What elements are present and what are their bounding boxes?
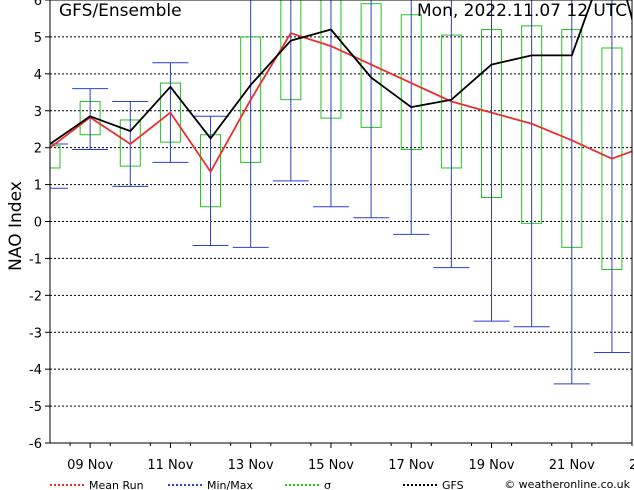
legend-label: Mean Run <box>89 479 144 490</box>
legend: Mean Run Min/Max σ GFS <box>50 479 464 490</box>
y-axis-label: NAO Index <box>6 181 26 271</box>
legend-label: GFS <box>442 479 464 490</box>
x-tick-label: 11 Nov <box>147 458 193 473</box>
x-tick-label: 21 Nov <box>549 458 595 473</box>
y-tick-label: 4 <box>34 68 42 83</box>
legend-label: σ <box>324 479 331 490</box>
minmax-whiskers <box>50 0 630 385</box>
series-line-mean-run <box>50 32 632 173</box>
legend-label: Min/Max <box>207 479 253 490</box>
y-tick-label: 5 <box>34 31 42 46</box>
y-tick-label: 3 <box>34 105 42 120</box>
x-tick-label: 19 Nov <box>468 458 514 473</box>
series-lines <box>50 0 632 173</box>
x-tick-label: 23 Nov <box>629 458 634 473</box>
x-tick-label: 09 Nov <box>67 458 113 473</box>
y-tick-label: -2 <box>29 289 42 304</box>
y-tick-label: -5 <box>29 400 42 415</box>
y-tick-label: -6 <box>29 437 42 452</box>
y-tick-label: 1 <box>34 179 42 194</box>
y-axis-ticks: -6 -5 -4 -3 -2 -1 0 1 2 3 4 5 6 <box>29 0 50 452</box>
x-tick-label: 13 Nov <box>228 458 274 473</box>
credit-text: © weatheronline.co.uk <box>504 478 630 490</box>
y-tick-label: 6 <box>34 0 42 9</box>
x-tick-label: 15 Nov <box>308 458 354 473</box>
x-tick-label: 17 Nov <box>388 458 434 473</box>
chart-title: GFS/Ensemble <box>59 1 182 21</box>
sigma-box <box>50 145 61 169</box>
chart-timestamp: Mon, 2022.11.07 12 UTC <box>417 1 627 21</box>
x-axis-ticks: 09 Nov 11 Nov 13 Nov 15 Nov 17 Nov 19 Nov 21 N… <box>67 443 634 473</box>
y-tick-label: -4 <box>29 363 42 378</box>
y-tick-label: -1 <box>29 252 42 267</box>
y-tick-label: 2 <box>34 142 42 157</box>
plot-area <box>50 0 632 385</box>
y-tick-label: 0 <box>34 216 42 231</box>
y-tick-label: -3 <box>29 326 42 341</box>
series-line-gfs <box>50 0 632 145</box>
